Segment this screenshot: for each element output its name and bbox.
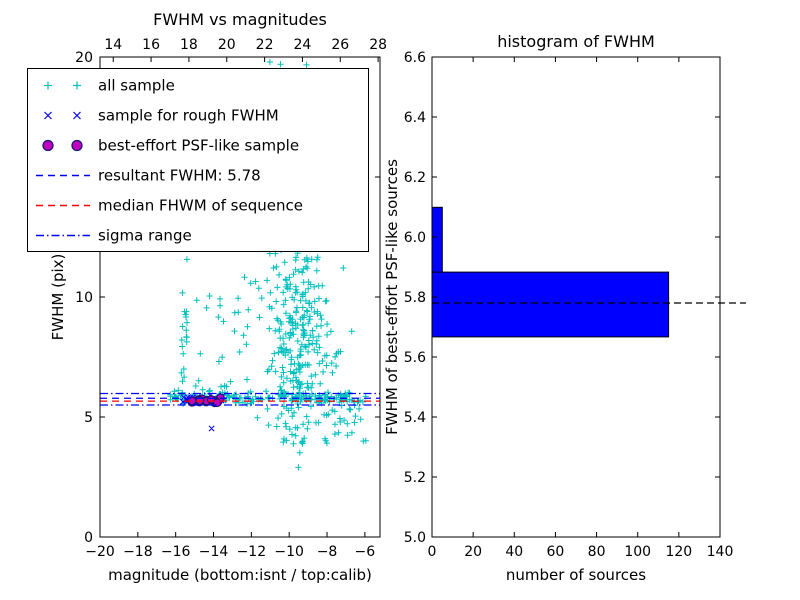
right-y-tick-label: 5.4 (404, 410, 426, 426)
right-y-tick-label: 5.2 (404, 470, 426, 486)
left-x-tick-label: −10 (274, 544, 304, 560)
legend-label: sigma range (98, 227, 192, 245)
left-x-tick-label: −8 (317, 544, 338, 560)
right-x-tick-label: 140 (707, 544, 734, 560)
legend-entry-2: best-effort PSF-like sample (42, 137, 299, 155)
left-x-tick-label: −14 (199, 544, 229, 560)
plus-marker-icon (73, 81, 81, 90)
left-plot: −20 −18 −16 −14 −12 −10 −8 −6 14 16 18 20 22 24 26 28 0 5… (27, 37, 387, 560)
top-x-tick-label: 28 (369, 37, 387, 53)
legend-entry-5: sigma range (36, 227, 192, 245)
histogram-bars (431, 206, 670, 338)
right-x-tick-label: 20 (464, 544, 482, 560)
right-x-tick-label: 40 (505, 544, 523, 560)
legend-label: best-effort PSF-like sample (98, 137, 299, 155)
left-y-tick-label: 10 (75, 290, 93, 306)
right-plot-title: histogram of FWHM (497, 32, 655, 51)
left-plot-ylabel: FWHM (pix) (49, 254, 67, 341)
legend: all sample sample for rough FWHM best-effo… (27, 68, 369, 252)
legend-entry-1: sample for rough FWHM (44, 107, 279, 125)
top-x-tick-label: 14 (104, 37, 122, 53)
right-plot-ticks: 0 20 40 60 80 100 120 140 5.0 5.2 5.4 5.6 5.8 6.0 6.2 6… (404, 50, 734, 560)
right-y-tick-label: 6.2 (404, 170, 426, 186)
top-x-tick-label: 20 (218, 37, 236, 53)
top-x-tick-label: 16 (142, 37, 160, 53)
legend-entry-0: all sample (44, 77, 175, 95)
left-plot-ticks: −20 −18 −16 −14 −12 −10 −8 −6 14 16 18 20 22 24 26 28 0 5… (75, 37, 387, 560)
right-y-tick-label: 6.6 (404, 50, 426, 66)
right-x-tick-label: 100 (624, 544, 651, 560)
generated-chart-content: −20 −18 −16 −14 −12 −10 −8 −614 16 18 20 22 24 26 2805… (27, 37, 746, 560)
legend-entry-3: resultant FWHM: 5.78 (36, 167, 261, 185)
right-x-tick-label: 0 (428, 544, 437, 560)
right-y-tick-label: 5.8 (404, 290, 426, 306)
legend-label: resultant FWHM: 5.78 (98, 167, 261, 185)
legend-label: all sample (98, 77, 175, 95)
top-x-tick-label: 24 (294, 37, 312, 53)
left-y-tick-label: 5 (84, 410, 93, 426)
left-y-tick-label: 0 (84, 530, 93, 546)
left-y-tick-label: 20 (75, 50, 93, 66)
right-x-tick-label: 80 (588, 544, 606, 560)
left-x-tick-label: −6 (355, 544, 376, 560)
legend-entry-4: median FHWM of sequence (36, 197, 303, 215)
circle-marker-icon (71, 139, 83, 152)
right-x-tick-label: 60 (547, 544, 565, 560)
right-y-tick-label: 6.4 (404, 110, 426, 126)
right-plot-xlabel: number of sources (506, 566, 646, 584)
legend-label: median FHWM of sequence (98, 197, 303, 215)
right-plot: 0 20 40 60 80 100 120 140 5.0 5.2 5.4 5.6 5.8 6.0 6.2 6… (404, 50, 746, 560)
right-plot-ylabel: FWHM of best-effort PSF-like sources (383, 159, 401, 435)
right-y-tick-label: 5.0 (404, 530, 426, 546)
top-x-tick-label: 26 (331, 37, 349, 53)
circle-marker-icon (42, 139, 54, 152)
left-x-tick-label: −16 (161, 544, 191, 560)
hist-bar (431, 206, 443, 273)
left-plot-title: FWHM vs magnitudes (153, 10, 327, 29)
left-plot-xlabel: magnitude (bottom:isnt / top:calib) (108, 566, 372, 584)
top-x-tick-label: 18 (180, 37, 198, 53)
left-x-tick-label: −20 (85, 544, 115, 560)
x-marker-icon (44, 111, 52, 120)
legend-box (27, 68, 369, 252)
left-x-tick-label: −18 (123, 544, 153, 560)
top-x-tick-label: 22 (256, 37, 274, 53)
legend-label: sample for rough FWHM (98, 107, 279, 125)
plus-marker-icon (44, 81, 52, 90)
hist-bar (431, 271, 670, 338)
left-x-tick-label: −12 (237, 544, 267, 560)
right-y-tick-label: 6.0 (404, 230, 426, 246)
x-marker-icon (73, 111, 81, 120)
right-x-tick-label: 120 (665, 544, 692, 560)
right-y-tick-label: 5.6 (404, 350, 426, 366)
left-plot-lines (100, 392, 380, 406)
